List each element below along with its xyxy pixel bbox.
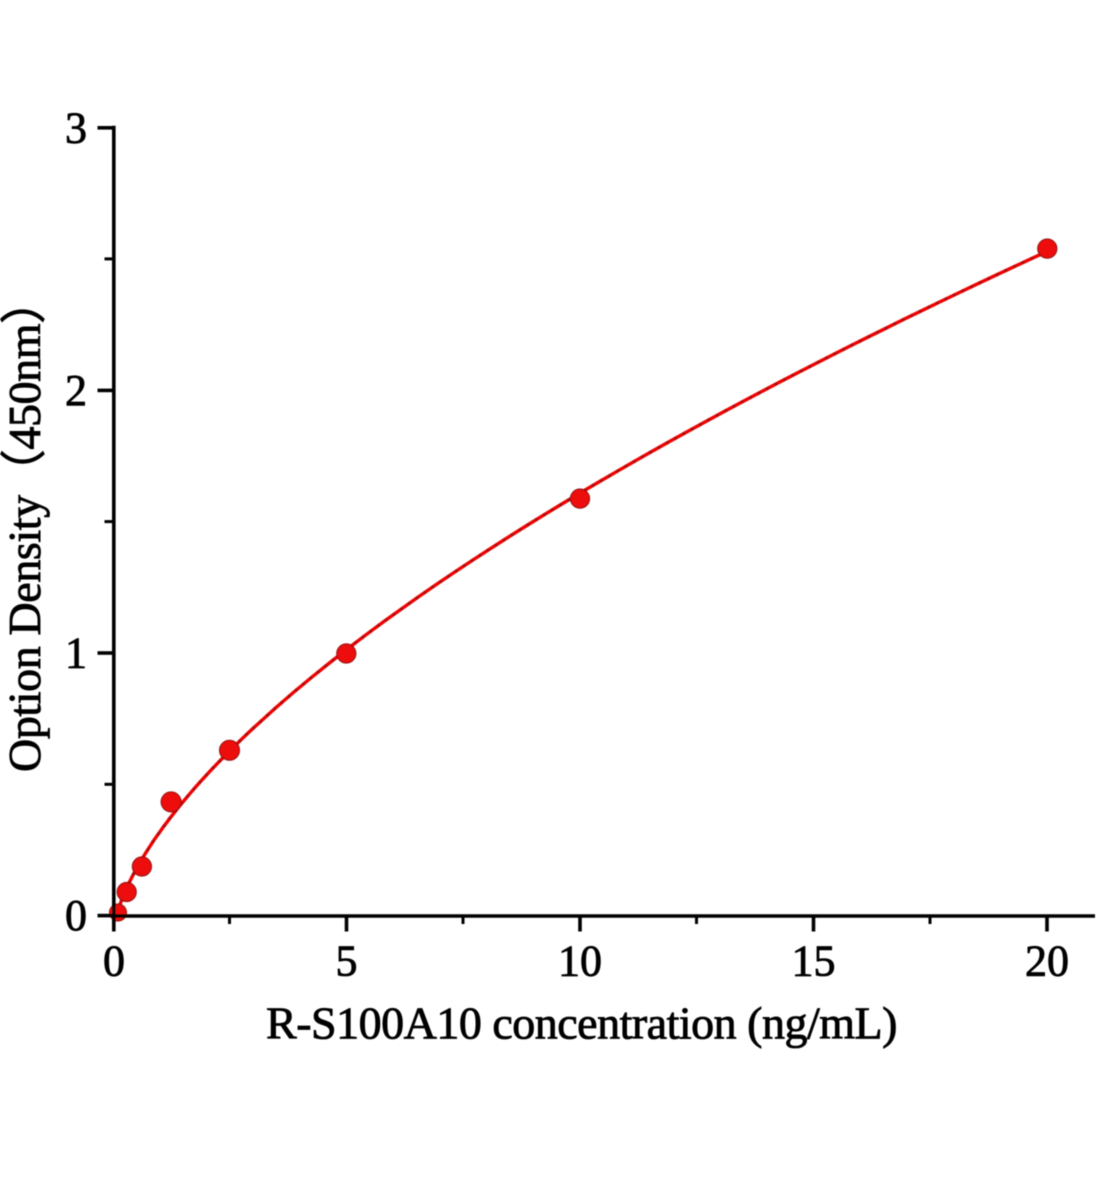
svg-text:10: 10 <box>558 937 602 986</box>
svg-text:3: 3 <box>65 103 87 152</box>
svg-text:5: 5 <box>336 937 358 986</box>
svg-text:Option Density（450nm）: Option Density（450nm） <box>0 278 50 772</box>
svg-text:0: 0 <box>103 937 125 986</box>
svg-text:R-S100A10 concentration (ng/mL: R-S100A10 concentration (ng/mL) <box>266 998 897 1049</box>
svg-text:2: 2 <box>65 366 87 415</box>
svg-text:20: 20 <box>1025 937 1069 986</box>
svg-text:1: 1 <box>65 629 87 678</box>
svg-text:0: 0 <box>65 891 87 940</box>
svg-text:15: 15 <box>792 937 836 986</box>
